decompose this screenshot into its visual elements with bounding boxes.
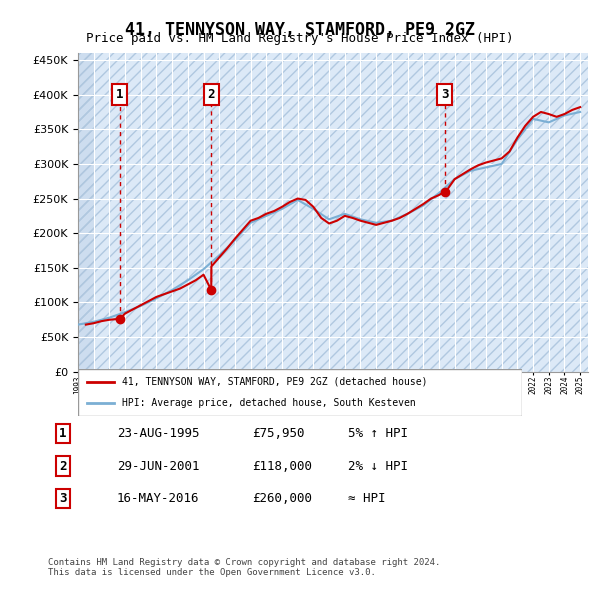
Text: £260,000: £260,000 — [252, 492, 312, 505]
Text: 41, TENNYSON WAY, STAMFORD, PE9 2GZ: 41, TENNYSON WAY, STAMFORD, PE9 2GZ — [125, 21, 475, 39]
Text: Price paid vs. HM Land Registry's House Price Index (HPI): Price paid vs. HM Land Registry's House … — [86, 32, 514, 45]
Text: ≈ HPI: ≈ HPI — [348, 492, 386, 505]
Text: 5% ↑ HPI: 5% ↑ HPI — [348, 427, 408, 440]
Text: 2% ↓ HPI: 2% ↓ HPI — [348, 460, 408, 473]
Text: £118,000: £118,000 — [252, 460, 312, 473]
Text: 1: 1 — [59, 427, 67, 440]
Text: Contains HM Land Registry data © Crown copyright and database right 2024.
This d: Contains HM Land Registry data © Crown c… — [48, 558, 440, 577]
Text: 29-JUN-2001: 29-JUN-2001 — [117, 460, 199, 473]
Text: HPI: Average price, detached house, South Kesteven: HPI: Average price, detached house, Sout… — [122, 398, 416, 408]
Text: 23-AUG-1995: 23-AUG-1995 — [117, 427, 199, 440]
Text: 16-MAY-2016: 16-MAY-2016 — [117, 492, 199, 505]
Bar — [78, 53, 94, 372]
Text: 2: 2 — [59, 460, 67, 473]
Text: 41, TENNYSON WAY, STAMFORD, PE9 2GZ (detached house): 41, TENNYSON WAY, STAMFORD, PE9 2GZ (det… — [122, 377, 428, 387]
Text: 1: 1 — [116, 88, 124, 101]
Text: 3: 3 — [441, 88, 448, 101]
Text: 2: 2 — [208, 88, 215, 101]
Text: £75,950: £75,950 — [252, 427, 305, 440]
FancyBboxPatch shape — [78, 369, 522, 416]
Text: 3: 3 — [59, 492, 67, 505]
